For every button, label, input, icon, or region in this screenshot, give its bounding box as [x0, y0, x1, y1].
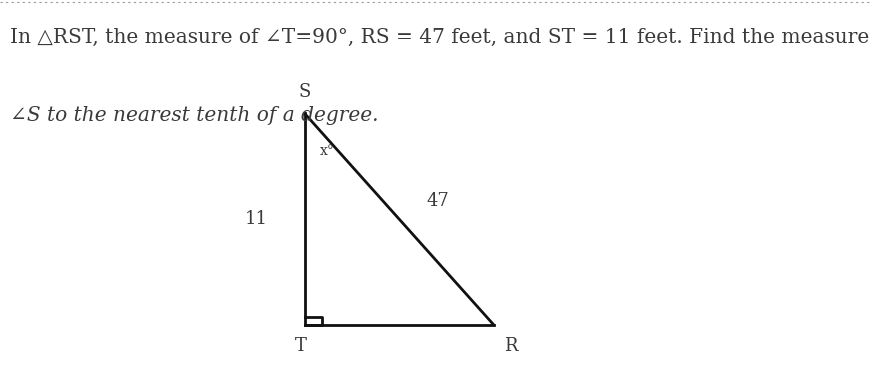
Text: 47: 47 — [426, 192, 449, 210]
Text: R: R — [503, 337, 517, 355]
Text: 11: 11 — [245, 210, 267, 228]
Text: x°: x° — [320, 143, 334, 158]
Text: S: S — [299, 83, 311, 102]
Text: T: T — [295, 337, 307, 355]
Text: In △RST, the measure of ∠T=90°, RS = 47 feet, and ST = 11 feet. Find the measure: In △RST, the measure of ∠T=90°, RS = 47 … — [10, 27, 871, 46]
Text: ∠S to the nearest tenth of a degree.: ∠S to the nearest tenth of a degree. — [10, 106, 379, 125]
